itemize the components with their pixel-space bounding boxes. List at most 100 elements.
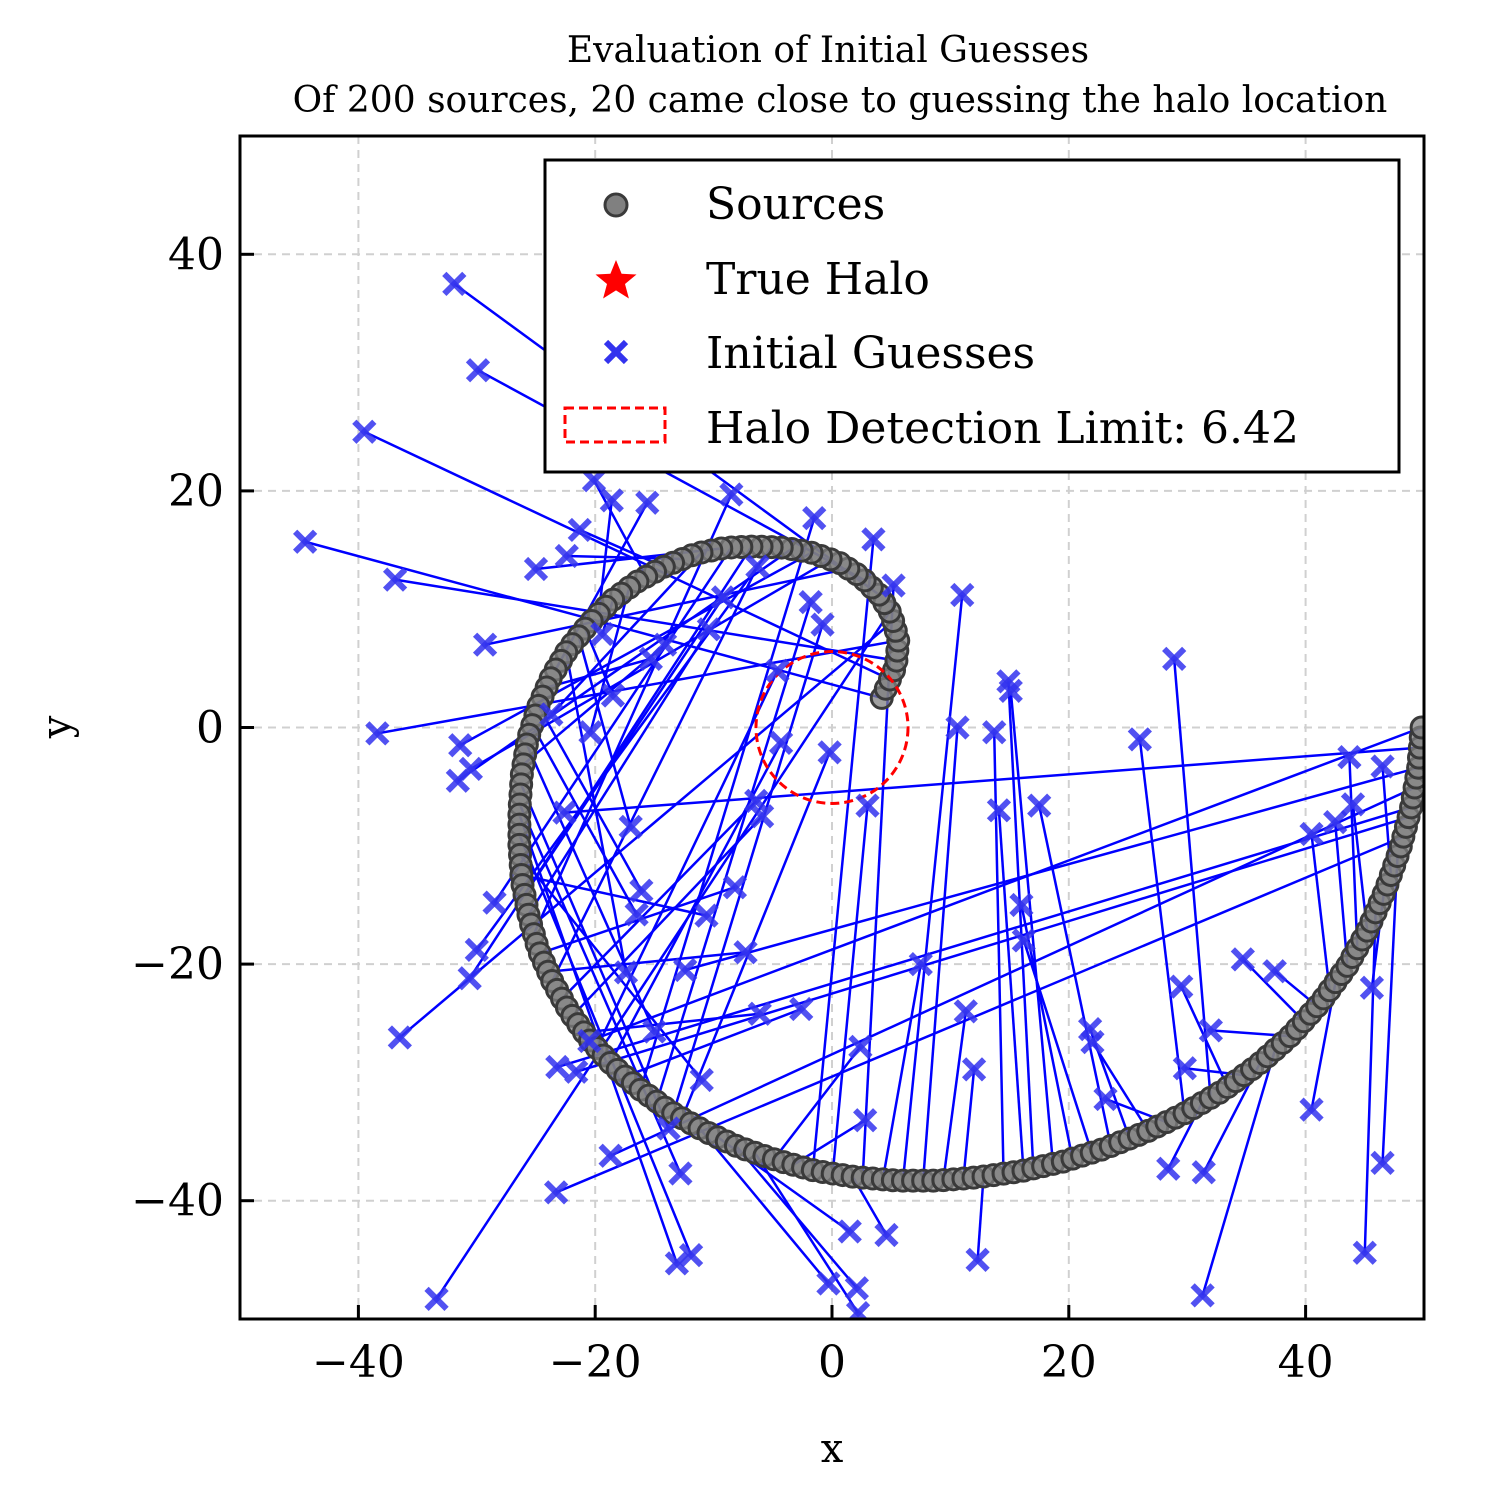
guess-line [493,546,733,904]
guess-marker [1027,793,1052,818]
guess-line [565,652,628,973]
guess-marker [618,814,643,839]
guess-marker [365,721,390,746]
guess-marker [848,1034,873,1060]
legend-sources-label: Sources [706,179,885,230]
x-tick-label: −40 [312,1337,405,1388]
guess-marker [1370,754,1395,779]
guess-line [1022,940,1093,1153]
legend-true-halo-label: True Halo [706,254,930,305]
guess-line [363,430,891,681]
guess-line [595,670,779,1049]
guess-marker [523,556,549,582]
guess-marker [961,1057,987,1082]
guess-marker [581,468,607,493]
guess-marker [853,1108,878,1133]
guess-marker [965,1247,990,1272]
guess-line [583,1012,760,1034]
guess-line [547,951,746,974]
legend-guesses-label: Initial Guesses [706,328,1035,379]
legend-guess-marker [603,339,629,365]
guess-marker [1230,947,1255,972]
guess-marker [768,730,794,756]
guess-marker [599,488,624,513]
guess-line [556,806,1412,1069]
guess-line [527,628,710,916]
legend-true-halo-marker [595,260,637,299]
guess-line [1201,1049,1277,1296]
guess-marker [817,740,842,765]
guess-marker [1191,1160,1216,1185]
guess-marker [861,527,886,552]
guess-marker [744,788,769,813]
guess-marker [1337,744,1362,770]
guess-marker [642,1019,667,1044]
legend-sources-marker [603,192,629,218]
guess-marker [1340,792,1366,817]
guess-line [550,551,703,716]
guess-marker [1262,959,1287,984]
guess-marker [733,940,758,965]
guess-line [564,746,1420,814]
guess-line [639,517,816,1091]
guess-marker [1370,1150,1395,1175]
guess-line [532,493,733,935]
detection-circle [754,650,910,805]
guess-marker [448,733,473,758]
guess-line [962,1069,976,1179]
guess-marker [719,482,744,507]
guess-line [523,596,725,896]
guess-line [976,1176,985,1260]
guess-line [551,566,759,982]
guess-marker [664,1251,690,1276]
guess-marker [554,543,579,569]
guess-marker [765,658,790,683]
guess-marker [539,702,564,727]
guess-marker [673,957,698,983]
guess-marker [855,793,880,818]
guesses-series [292,271,1395,1319]
guess-line [942,1011,968,1181]
guess-marker [652,632,678,657]
guess-marker [881,573,906,598]
guess-line [992,732,1005,1174]
guess-marker [482,890,507,915]
y-axis: −40 −20 0 20 40 [131,229,254,1227]
guess-marker [668,1161,693,1186]
guess-lines [304,282,1423,1314]
guess-line [1091,1041,1150,1132]
guess-line [597,500,614,615]
guess-marker [1162,646,1187,672]
guess-marker [845,1300,871,1319]
guess-marker [745,554,770,579]
guess-marker [387,1025,412,1050]
guess-marker [747,1001,772,1026]
guess-marker [908,951,933,977]
guess-line [571,815,764,1017]
guess-marker [567,517,592,543]
guess-marker [810,612,835,637]
guess-line [610,786,1416,1157]
guess-marker [1127,727,1152,752]
guess-marker [1009,892,1034,918]
guess-marker [352,419,377,444]
guess-line [772,1046,862,1161]
guess-marker [590,621,615,647]
guess-marker [598,1143,623,1168]
guess-line [435,610,891,1300]
guess-marker [678,1242,704,1268]
guess-marker [1011,928,1036,953]
legend-detection-marker [563,406,667,444]
guess-marker [986,798,1012,823]
guess-line [589,587,631,733]
guess-marker [1093,1086,1118,1112]
guess-marker [1198,1018,1224,1043]
guess-marker [1352,1240,1377,1265]
guess-marker [1156,1156,1181,1181]
source-point [1409,715,1424,740]
guess-marker [945,715,970,740]
guess-marker [545,1054,570,1080]
guess-line [1381,855,1399,1163]
guess-marker [1299,1097,1324,1122]
